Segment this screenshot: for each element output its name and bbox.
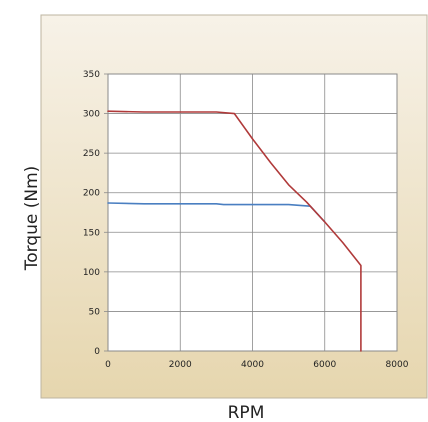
y-tick-label: 100 bbox=[83, 268, 100, 278]
grid-lines bbox=[107, 73, 398, 352]
y-tick-label: 350 bbox=[83, 70, 100, 80]
x-tick-label: 0 bbox=[105, 360, 111, 370]
x-tick-label: 4000 bbox=[241, 360, 264, 370]
x-axis-title: RPM bbox=[228, 403, 265, 422]
x-axis-ticks: 0 2000 4000 6000 8000 bbox=[105, 360, 409, 370]
y-tick-label: 250 bbox=[83, 149, 100, 159]
y-tick-label: 300 bbox=[83, 110, 100, 120]
y-axis-title: Torque (Nm) bbox=[22, 166, 42, 272]
y-axis-ticks: 0 50 100 150 200 250 300 350 bbox=[83, 70, 108, 357]
x-tick-label: 8000 bbox=[386, 360, 409, 370]
series-lines bbox=[107, 110, 362, 352]
x-tick-label: 6000 bbox=[313, 360, 336, 370]
y-tick-label: 200 bbox=[83, 189, 100, 199]
y-tick-label: 150 bbox=[83, 228, 100, 238]
x-tick-label: 2000 bbox=[169, 360, 192, 370]
y-tick-label: 50 bbox=[89, 307, 101, 317]
series-line bbox=[107, 110, 362, 352]
y-tick-label: 0 bbox=[94, 347, 100, 357]
